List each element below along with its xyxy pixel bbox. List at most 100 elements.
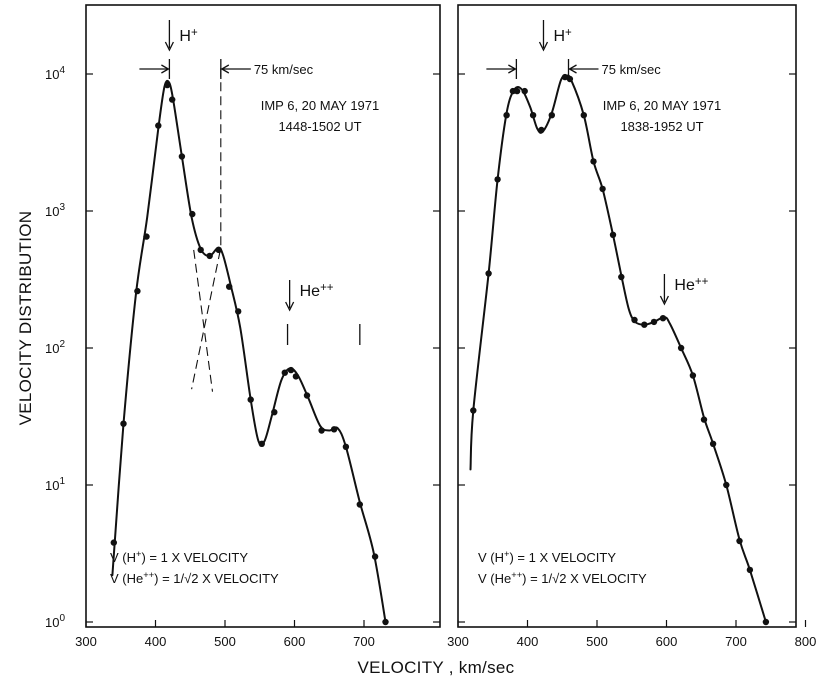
y-axis-title: VELOCITY DISTRIBUTION <box>16 211 35 426</box>
data-point <box>120 420 127 427</box>
velocity-note-1-rest: ) = 1 X VELOCITY <box>509 550 616 565</box>
data-point <box>226 283 233 290</box>
velocity-note-1-main: V (H <box>478 550 504 565</box>
data-point <box>189 210 196 218</box>
y-tick-base: 10 <box>45 204 59 219</box>
h-plus-label-sup: + <box>565 27 572 39</box>
h-plus-label: H+ <box>553 27 572 45</box>
data-point <box>318 427 325 434</box>
data-point <box>258 440 265 447</box>
data-point <box>677 344 685 352</box>
data-point <box>134 287 141 295</box>
y-tick-exponent: 1 <box>59 476 65 487</box>
data-point <box>247 396 254 403</box>
he-arrow-head <box>285 301 295 312</box>
y-tick-label: 104 <box>45 65 65 82</box>
width-label: 75 km/sec <box>602 62 662 77</box>
y-tick-label: 100 <box>45 613 65 630</box>
data-point <box>342 443 350 450</box>
h-plus-label-main: H <box>553 28 565 45</box>
velocity-note-1: V (H+) = 1 X VELOCITY <box>110 549 248 565</box>
data-point <box>292 373 300 380</box>
x-tick-label: 800 <box>795 634 816 649</box>
h-plus-label-sup: + <box>191 27 198 39</box>
velocity-note-1-sup: + <box>136 549 141 559</box>
x-tick-label: 600 <box>284 634 306 649</box>
he-plus-plus-label: He++ <box>300 282 334 300</box>
data-point <box>178 153 186 160</box>
data-point <box>382 618 389 626</box>
h-plus-label-main: H <box>179 28 191 45</box>
data-point <box>762 618 770 626</box>
width-arrow-right-head <box>568 64 577 74</box>
panel-title-line2: 1448-1502 UT <box>278 119 361 134</box>
y-tick-base: 10 <box>45 67 59 82</box>
velocity-note-2-rest: ) = 1/√2 X VELOCITY <box>522 571 647 586</box>
plot-frame <box>457 4 797 628</box>
data-point <box>538 126 545 134</box>
plot-frame <box>85 4 441 628</box>
data-point <box>110 539 118 546</box>
data-point <box>736 537 743 545</box>
x-tick-label: 500 <box>586 634 608 649</box>
y-tick-base: 10 <box>45 615 59 630</box>
width-arrow-left-head <box>508 64 517 74</box>
y-tick-label: 103 <box>45 202 65 219</box>
velocity-note-2: V (He++) = 1/√2 X VELOCITY <box>478 570 647 586</box>
velocity-note-1-sup: + <box>504 549 509 559</box>
y-tick-label: 102 <box>45 339 65 356</box>
data-point <box>746 566 754 574</box>
velocity-note-1: V (H+) = 1 X VELOCITY <box>478 549 616 565</box>
data-point <box>494 176 501 183</box>
data-point <box>287 366 295 374</box>
data-point <box>356 501 363 508</box>
width-arrow-right-head <box>220 64 230 74</box>
x-tick-label: 300 <box>447 634 469 649</box>
data-point <box>513 87 521 95</box>
data-point <box>470 407 477 414</box>
x-tick-label: 300 <box>75 634 97 649</box>
data-point <box>650 318 658 326</box>
panel-title-line1: IMP 6, 20 MAY 1971 <box>603 98 722 113</box>
data-point <box>700 416 708 423</box>
width-label: 75 km/sec <box>254 62 314 77</box>
data-point <box>709 440 717 447</box>
he-plus-plus-label-main: He <box>300 283 321 300</box>
data-point <box>197 246 204 254</box>
data-point <box>155 122 162 129</box>
data-point <box>631 316 638 324</box>
data-point <box>271 409 278 416</box>
data-point <box>164 81 171 89</box>
x-tick-label: 400 <box>145 634 167 649</box>
data-point <box>143 233 150 240</box>
data-point <box>330 426 338 433</box>
velocity-note-2-main: V (He <box>110 571 143 586</box>
dashed-guide-line <box>193 249 214 392</box>
x-tick-label: 700 <box>353 634 375 649</box>
y-tick-base: 10 <box>45 478 59 493</box>
data-point <box>561 73 569 81</box>
y-tick-exponent: 2 <box>59 339 65 350</box>
h-arrow-head <box>164 41 174 52</box>
data-point <box>566 75 574 83</box>
data-point <box>723 481 730 489</box>
x-tick-label: 600 <box>656 634 678 649</box>
series-curve <box>469 74 767 623</box>
data-point <box>659 315 667 322</box>
velocity-note-2: V (He++) = 1/√2 X VELOCITY <box>110 570 279 586</box>
data-point <box>618 273 625 281</box>
y-tick-exponent: 3 <box>59 202 65 213</box>
velocity-note-1-main: V (H <box>110 550 136 565</box>
velocity-note-2-rest: ) = 1/√2 X VELOCITY <box>154 571 279 586</box>
panel-title-line2: 1838-1952 UT <box>620 119 703 134</box>
he-plus-plus-label-main: He <box>674 277 695 294</box>
data-point <box>548 112 555 119</box>
data-point <box>371 553 379 560</box>
velocity-note-2-sup: ++ <box>143 570 154 580</box>
data-point <box>521 87 528 95</box>
x-tick-label: 700 <box>725 634 747 649</box>
